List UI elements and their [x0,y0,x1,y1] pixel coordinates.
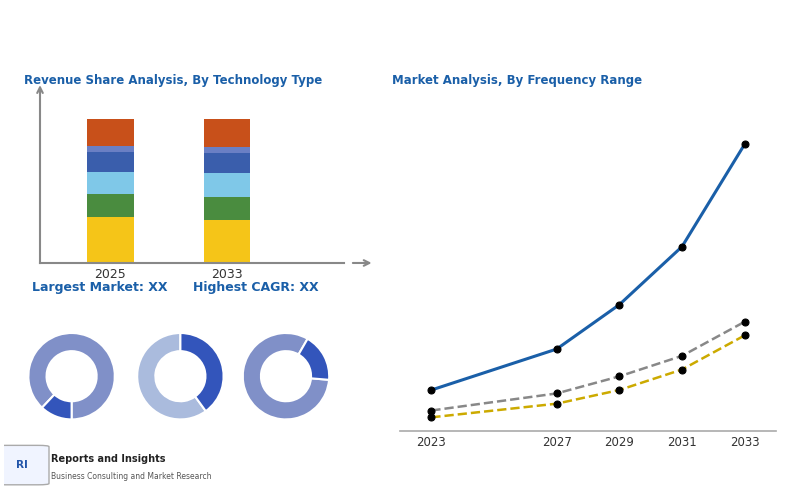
Text: Reports and Insights: Reports and Insights [51,453,166,464]
Bar [86,194,134,217]
Wedge shape [298,339,329,380]
Text: GLOBAL MICROWAVE WAFER MARKET SEGMENT ANALYSIS: GLOBAL MICROWAVE WAFER MARKET SEGMENT AN… [12,19,534,34]
Bar [204,118,250,148]
Bar [204,148,250,153]
Bar [86,118,134,146]
Text: RI: RI [16,460,28,470]
Bar [204,220,250,263]
Text: Business Consulting and Market Research: Business Consulting and Market Research [51,471,211,481]
Wedge shape [42,394,71,419]
Wedge shape [243,333,329,419]
Text: Revenue Share Analysis, By Technology Type: Revenue Share Analysis, By Technology Ty… [24,74,322,87]
Bar [86,217,134,263]
Bar [86,172,134,194]
Text: Highest CAGR: XX: Highest CAGR: XX [193,281,318,294]
Text: Largest Market: XX: Largest Market: XX [32,281,167,294]
Wedge shape [29,333,114,419]
Bar [204,173,250,197]
Bar [204,197,250,220]
Bar [86,152,134,172]
Wedge shape [181,333,223,411]
Wedge shape [138,333,206,419]
Bar [204,153,250,173]
Text: Market Analysis, By Frequency Range: Market Analysis, By Frequency Range [392,74,642,87]
FancyBboxPatch shape [0,445,49,485]
Bar [86,146,134,152]
